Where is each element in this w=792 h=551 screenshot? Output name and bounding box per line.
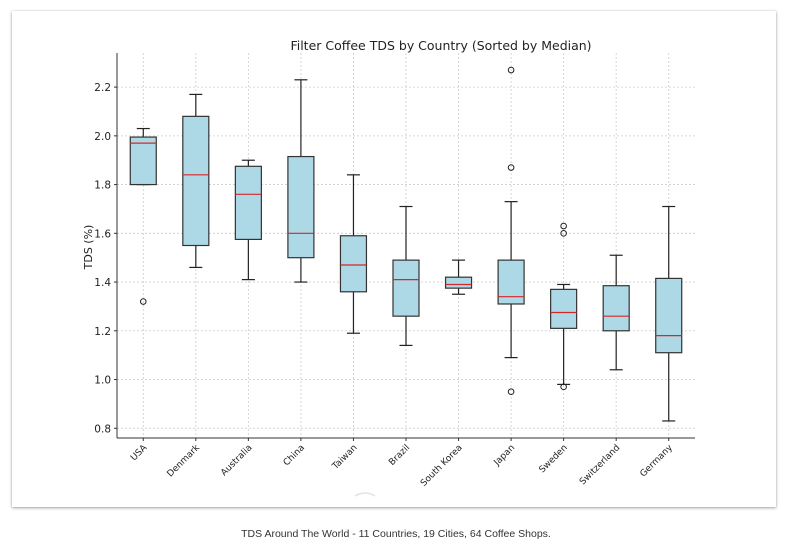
iqr-box [602, 285, 630, 332]
chart-card [12, 11, 776, 507]
iqr-box [339, 235, 368, 293]
y-tick-label: 2.2 [94, 82, 111, 94]
box-group-brazil [392, 205, 420, 347]
y-tick-label: 1.6 [94, 228, 111, 240]
x-tick-label: China [282, 443, 307, 468]
box-group-germany [655, 205, 683, 422]
y-tick-label: 1.8 [94, 180, 111, 192]
box-group-china [287, 79, 315, 283]
y-axis-label: TDS (%) [82, 225, 95, 271]
y-tick-label: 1.4 [94, 277, 111, 289]
figure-caption: TDS Around The World - 11 Countries, 19 … [241, 528, 551, 540]
x-tick-label: Denmark [166, 442, 203, 479]
y-tick-label: 0.8 [94, 423, 111, 435]
chart-title: Filter Coffee TDS by Country (Sorted by … [290, 38, 591, 53]
outlier-point [139, 298, 147, 305]
box-group-south-korea [444, 259, 473, 295]
x-tick-label: Switzerland [578, 443, 622, 487]
outlier-point [560, 222, 567, 230]
x-tick-label: Brazil [387, 443, 412, 468]
x-tick-label: South Korea [419, 443, 465, 489]
x-tick-label: Australia [219, 443, 254, 478]
decorative-arc [354, 492, 376, 497]
box-group-australia [234, 159, 262, 281]
x-tick-label: Sweden [538, 443, 570, 475]
box-group-switzerland [602, 254, 630, 371]
box-group-taiwan [339, 174, 368, 334]
iqr-box [392, 259, 420, 317]
iqr-box [497, 259, 525, 305]
outlier-point [507, 164, 515, 171]
boxes-layer [129, 66, 683, 422]
x-tick-label: USA [129, 442, 150, 463]
iqr-box [129, 136, 157, 186]
y-tick-label: 1.2 [94, 326, 111, 338]
outlier-point [507, 66, 515, 74]
outlier-point [507, 388, 515, 396]
iqr-box [550, 288, 578, 329]
box-group-japan [497, 66, 525, 396]
box-group-sweden [550, 222, 578, 391]
box-group-usa [129, 127, 157, 305]
iqr-box [287, 155, 315, 259]
outlier-point [560, 230, 567, 237]
y-tick-label: 2.0 [94, 131, 111, 143]
box-group-denmark [182, 93, 210, 269]
iqr-box [234, 165, 262, 241]
iqr-box [182, 115, 210, 247]
x-tick-label: Japan [492, 443, 518, 469]
iqr-box [655, 277, 683, 354]
y-tick-label: 1.0 [94, 375, 111, 387]
iqr-box [444, 276, 473, 289]
x-tick-label: Taiwan [330, 443, 359, 472]
x-tick-label: Germany [639, 443, 676, 480]
outlier-point [560, 383, 567, 391]
